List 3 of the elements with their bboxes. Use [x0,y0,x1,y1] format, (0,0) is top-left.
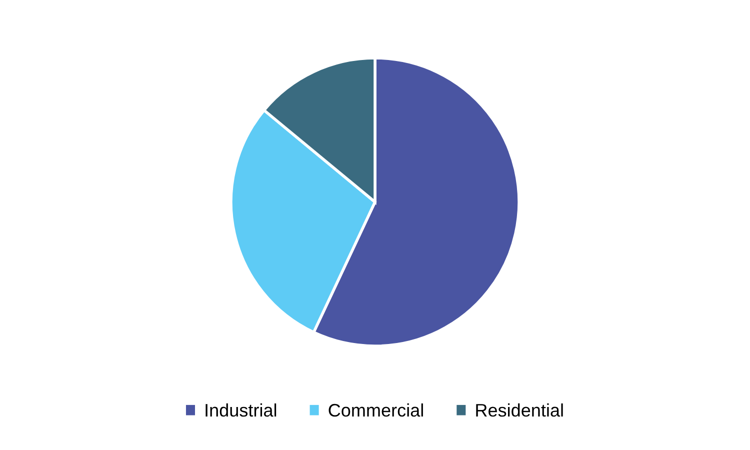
legend-label: Residential [476,403,563,417]
legend-label: Commercial [328,403,423,417]
legend-label: Industrial [206,403,276,417]
